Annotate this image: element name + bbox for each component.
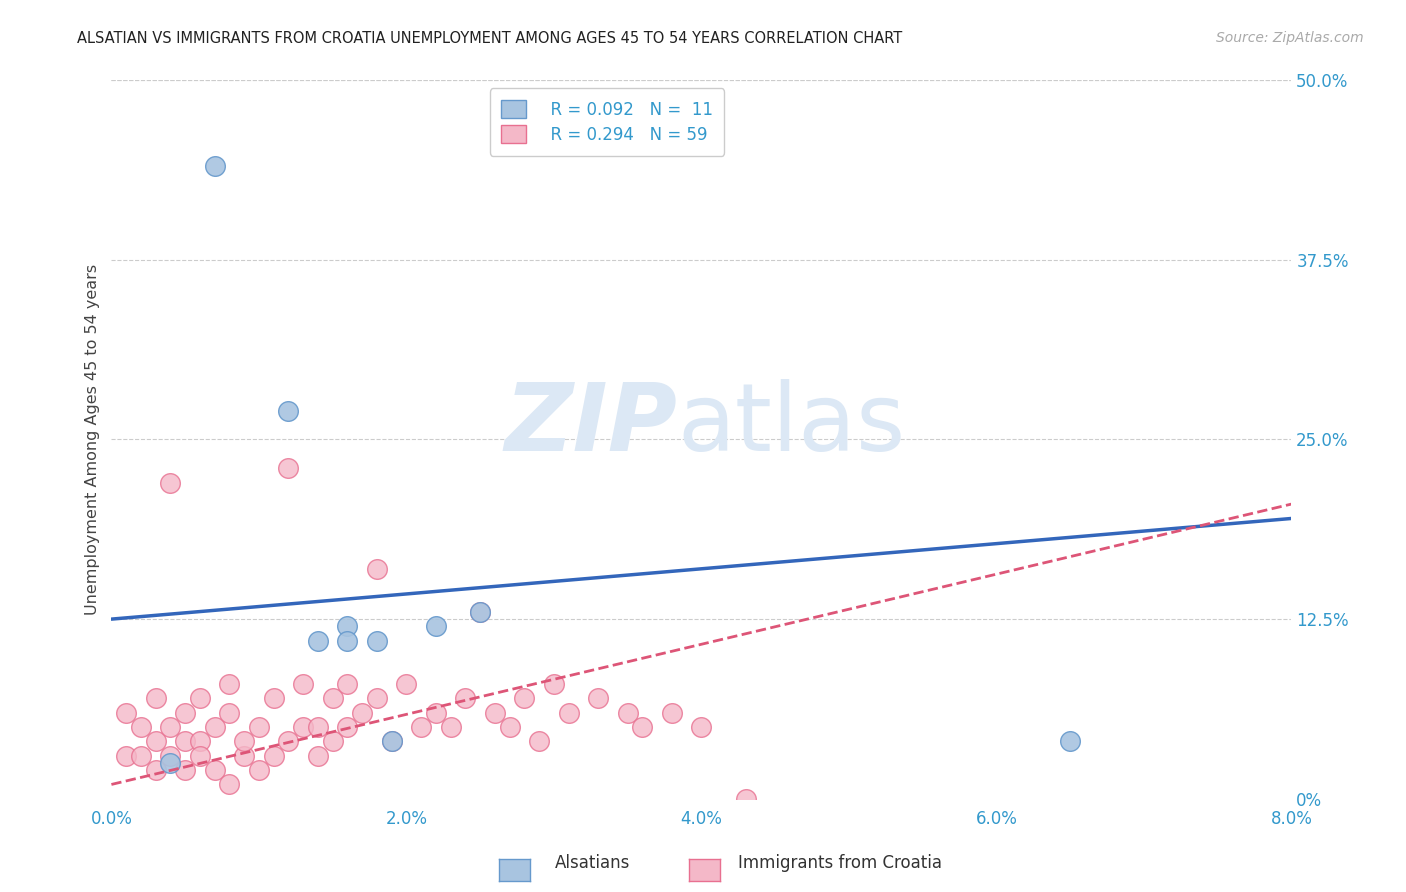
Point — [425, 619, 447, 633]
Point — [322, 734, 344, 748]
Point — [277, 734, 299, 748]
Point — [616, 706, 638, 720]
Point — [218, 777, 240, 791]
Text: ZIP: ZIP — [505, 379, 678, 471]
Text: ALSATIAN VS IMMIGRANTS FROM CROATIA UNEMPLOYMENT AMONG AGES 45 TO 54 YEARS CORRE: ALSATIAN VS IMMIGRANTS FROM CROATIA UNEM… — [77, 31, 903, 46]
Point — [322, 691, 344, 706]
Point — [366, 691, 388, 706]
Point — [468, 605, 491, 619]
Point — [263, 748, 285, 763]
Point — [204, 763, 226, 777]
Point — [129, 720, 152, 734]
Point — [498, 720, 520, 734]
Point — [292, 720, 315, 734]
Point — [218, 706, 240, 720]
Point — [159, 720, 181, 734]
Text: atlas: atlas — [678, 379, 905, 471]
Text: Immigrants from Croatia: Immigrants from Croatia — [738, 855, 942, 872]
Point — [381, 734, 404, 748]
Point — [366, 633, 388, 648]
Point — [484, 706, 506, 720]
Point — [218, 677, 240, 691]
Point — [411, 720, 433, 734]
Point — [233, 734, 256, 748]
Point — [336, 619, 359, 633]
Point — [145, 734, 167, 748]
Point — [557, 706, 579, 720]
Point — [277, 403, 299, 417]
Point — [527, 734, 550, 748]
Point — [159, 475, 181, 490]
Point — [307, 633, 329, 648]
Point — [425, 706, 447, 720]
Point — [336, 633, 359, 648]
Point — [204, 720, 226, 734]
Point — [292, 677, 315, 691]
Point — [188, 734, 211, 748]
Point — [366, 562, 388, 576]
Point — [690, 720, 713, 734]
Point — [468, 605, 491, 619]
Point — [352, 706, 374, 720]
Point — [631, 720, 654, 734]
Text: Source: ZipAtlas.com: Source: ZipAtlas.com — [1216, 31, 1364, 45]
Point — [129, 748, 152, 763]
Point — [336, 720, 359, 734]
Point — [543, 677, 565, 691]
Point — [174, 706, 197, 720]
Point — [188, 748, 211, 763]
Point — [661, 706, 683, 720]
Point — [277, 461, 299, 475]
Point — [159, 748, 181, 763]
Point — [204, 159, 226, 173]
Point — [734, 792, 756, 806]
Y-axis label: Unemployment Among Ages 45 to 54 years: Unemployment Among Ages 45 to 54 years — [86, 264, 100, 615]
Text: Alsatians: Alsatians — [555, 855, 631, 872]
Point — [115, 748, 138, 763]
Point — [336, 677, 359, 691]
Point — [1059, 734, 1081, 748]
Point — [145, 763, 167, 777]
Point — [381, 734, 404, 748]
Point — [440, 720, 463, 734]
Point — [115, 706, 138, 720]
Point — [159, 756, 181, 770]
Point — [247, 763, 270, 777]
Point — [586, 691, 609, 706]
Point — [263, 691, 285, 706]
Point — [188, 691, 211, 706]
Point — [307, 720, 329, 734]
Point — [145, 691, 167, 706]
Point — [174, 734, 197, 748]
Point — [307, 748, 329, 763]
Point — [454, 691, 477, 706]
Point — [233, 748, 256, 763]
Legend:   R = 0.092   N =  11,   R = 0.294   N = 59: R = 0.092 N = 11, R = 0.294 N = 59 — [489, 88, 724, 155]
Point — [513, 691, 536, 706]
Point — [247, 720, 270, 734]
Point — [395, 677, 418, 691]
Point — [174, 763, 197, 777]
